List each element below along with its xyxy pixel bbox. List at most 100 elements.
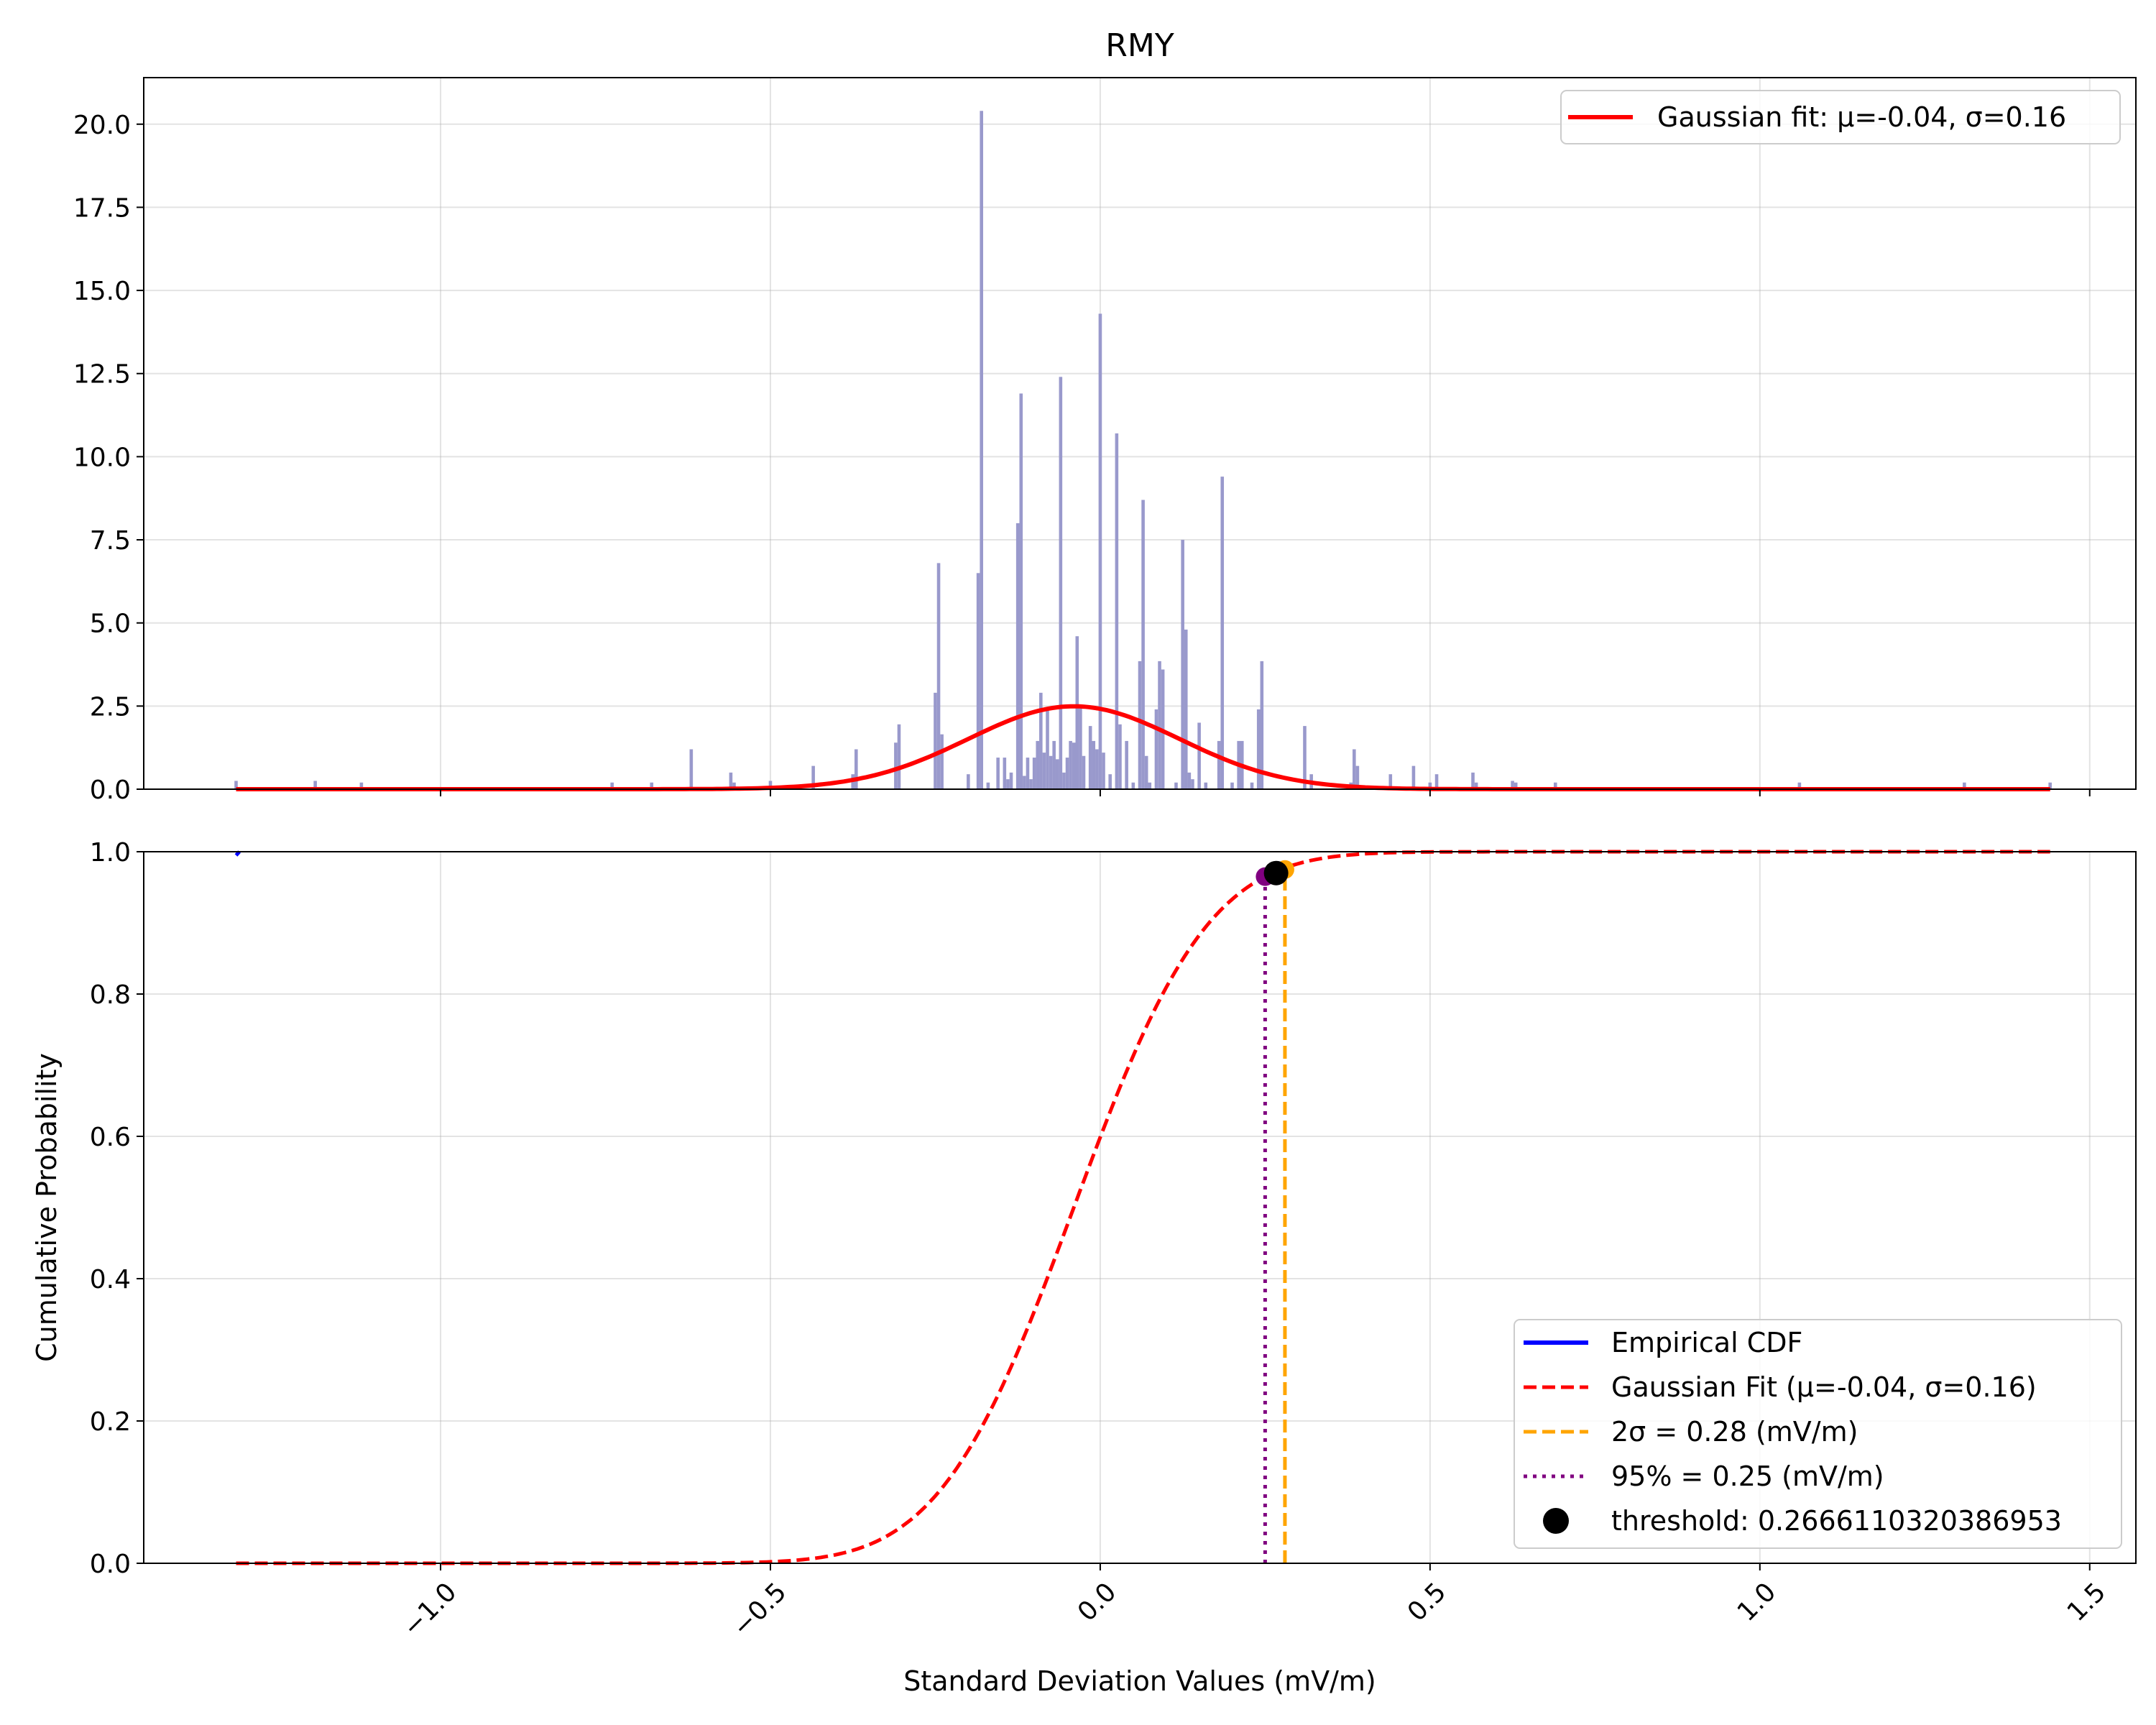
histogram-bar — [986, 782, 990, 789]
histogram-bar — [936, 563, 941, 789]
histogram-bar — [1088, 726, 1092, 789]
histogram-bar — [1148, 782, 1152, 789]
histogram-bar — [1428, 782, 1432, 789]
x-tick-label: −0.5 — [727, 1577, 793, 1642]
legend-label-empirical-cdf: Empirical CDF — [1611, 1327, 1802, 1358]
top-y-tick-label: 10.0 — [73, 443, 131, 472]
histogram-bar — [934, 692, 937, 789]
histogram-bar — [732, 782, 736, 789]
histogram-bar — [1079, 706, 1082, 789]
histogram-bar — [1049, 755, 1053, 789]
y-tick-label: 0.4 — [90, 1265, 131, 1294]
histogram-bar — [1250, 782, 1254, 789]
histogram-bar — [1191, 779, 1194, 789]
bottom-legend: Empirical CDF Gaussian Fit (μ=-0.04, σ=0… — [1514, 1319, 2122, 1549]
histogram-bar — [1204, 782, 1208, 789]
x-tick-label: 1.0 — [1732, 1577, 1782, 1627]
histogram-bar — [1102, 753, 1105, 789]
x-tick-label: −1.0 — [397, 1577, 463, 1642]
top-grid — [144, 78, 2136, 790]
y-tick-label: 0.8 — [90, 980, 131, 1010]
histogram-bar — [1062, 772, 1066, 789]
histogram-bar — [1514, 782, 1518, 789]
histogram-bar — [1553, 782, 1557, 789]
histogram-bar — [976, 573, 980, 789]
threshold-point — [1263, 860, 1289, 886]
histogram-bar — [854, 749, 858, 789]
histogram-bar — [1174, 782, 1178, 789]
histogram-bar — [811, 765, 815, 789]
top-y-tick-label: 7.5 — [90, 526, 131, 556]
histogram-bar — [1039, 692, 1043, 789]
histogram-bar — [980, 111, 984, 789]
top-y-tick-label: 2.5 — [90, 692, 131, 722]
legend-label-percentile-95: 95% = 0.25 (mV/m) — [1611, 1460, 1884, 1492]
histogram-bars — [234, 111, 2052, 789]
histogram-bar — [1144, 755, 1148, 789]
histogram-bar — [1009, 772, 1013, 789]
histogram-bar — [894, 742, 898, 789]
histogram-bar — [1256, 709, 1261, 789]
histogram-bar — [1260, 661, 1264, 789]
histogram-bar — [1065, 758, 1069, 789]
histogram-bar — [1082, 755, 1086, 789]
top-y-tick-label: 0.0 — [90, 776, 131, 805]
histogram-bar — [650, 782, 654, 789]
histogram-bar — [768, 781, 773, 789]
histogram-bar — [1052, 740, 1056, 789]
top-axes-frame — [143, 77, 2137, 790]
histogram-bar — [359, 782, 364, 789]
y-tick-label: 0.2 — [90, 1407, 131, 1437]
histogram-bar — [1069, 740, 1072, 789]
histogram-bar — [1303, 726, 1307, 789]
histogram-bar — [1125, 740, 1128, 789]
histogram-bar — [1118, 724, 1122, 789]
histogram-bar — [1471, 772, 1475, 789]
histogram-bar — [940, 734, 944, 789]
legend-swatch-threshold — [1543, 1508, 1569, 1534]
top-y-tick-label: 12.5 — [73, 360, 131, 390]
histogram-bar — [1217, 740, 1221, 789]
top-ticks: 0.0 2.5 5.0 7.5 10.0 12.5 15.0 17.5 20.0 — [73, 111, 2091, 805]
histogram-bar — [1963, 782, 1966, 789]
bottom-axes-frame — [143, 851, 2137, 1564]
histogram-bar — [1511, 781, 1514, 789]
histogram-bar — [1158, 661, 1161, 789]
top-legend: Gaussian fit: μ=-0.04, σ=0.16 — [1560, 90, 2121, 144]
histogram-bar — [313, 781, 317, 789]
histogram-bar — [1019, 393, 1023, 789]
histogram-bar — [1355, 765, 1360, 789]
histogram-bar — [1141, 500, 1145, 789]
legend-label-gaussian-cdf: Gaussian Fit (μ=-0.04, σ=0.16) — [1611, 1371, 2037, 1403]
histogram-bar — [1434, 774, 1439, 789]
histogram-bar — [1181, 540, 1184, 789]
histogram-bar — [1411, 765, 1416, 789]
y-tick-label: 1.0 — [90, 838, 131, 868]
histogram-bar — [1059, 377, 1063, 789]
histogram-bar — [1353, 749, 1356, 789]
histogram-bar — [1032, 758, 1036, 789]
x-tick-label: 0.5 — [1402, 1577, 1452, 1627]
top-y-tick-label: 5.0 — [90, 610, 131, 639]
histogram-bar — [1075, 636, 1079, 789]
x-axis-label: Standard Deviation Values (mV/m) — [903, 1665, 1376, 1697]
histogram-bar — [1095, 749, 1099, 789]
histogram-bar — [610, 782, 614, 789]
histogram-bar — [967, 774, 970, 789]
histogram-bar — [1036, 740, 1040, 789]
histogram-bar — [1115, 433, 1119, 789]
histogram-bar — [1006, 779, 1010, 789]
histogram-bar — [1072, 742, 1076, 789]
x-tick-label: 1.5 — [2062, 1577, 2111, 1627]
histogram-bar — [1023, 776, 1026, 789]
histogram-bar — [729, 772, 733, 789]
histogram-bar — [2048, 782, 2052, 789]
histogram-bar — [1029, 779, 1033, 789]
histogram-bar — [1197, 722, 1201, 789]
legend-label-gaussian-fit: Gaussian fit: μ=-0.04, σ=0.16 — [1657, 101, 2066, 133]
top-legend-box — [1560, 90, 2121, 144]
y-tick-label: 0.6 — [90, 1123, 131, 1152]
top-y-tick-label: 20.0 — [73, 111, 131, 140]
top-y-tick-label: 17.5 — [73, 193, 131, 223]
